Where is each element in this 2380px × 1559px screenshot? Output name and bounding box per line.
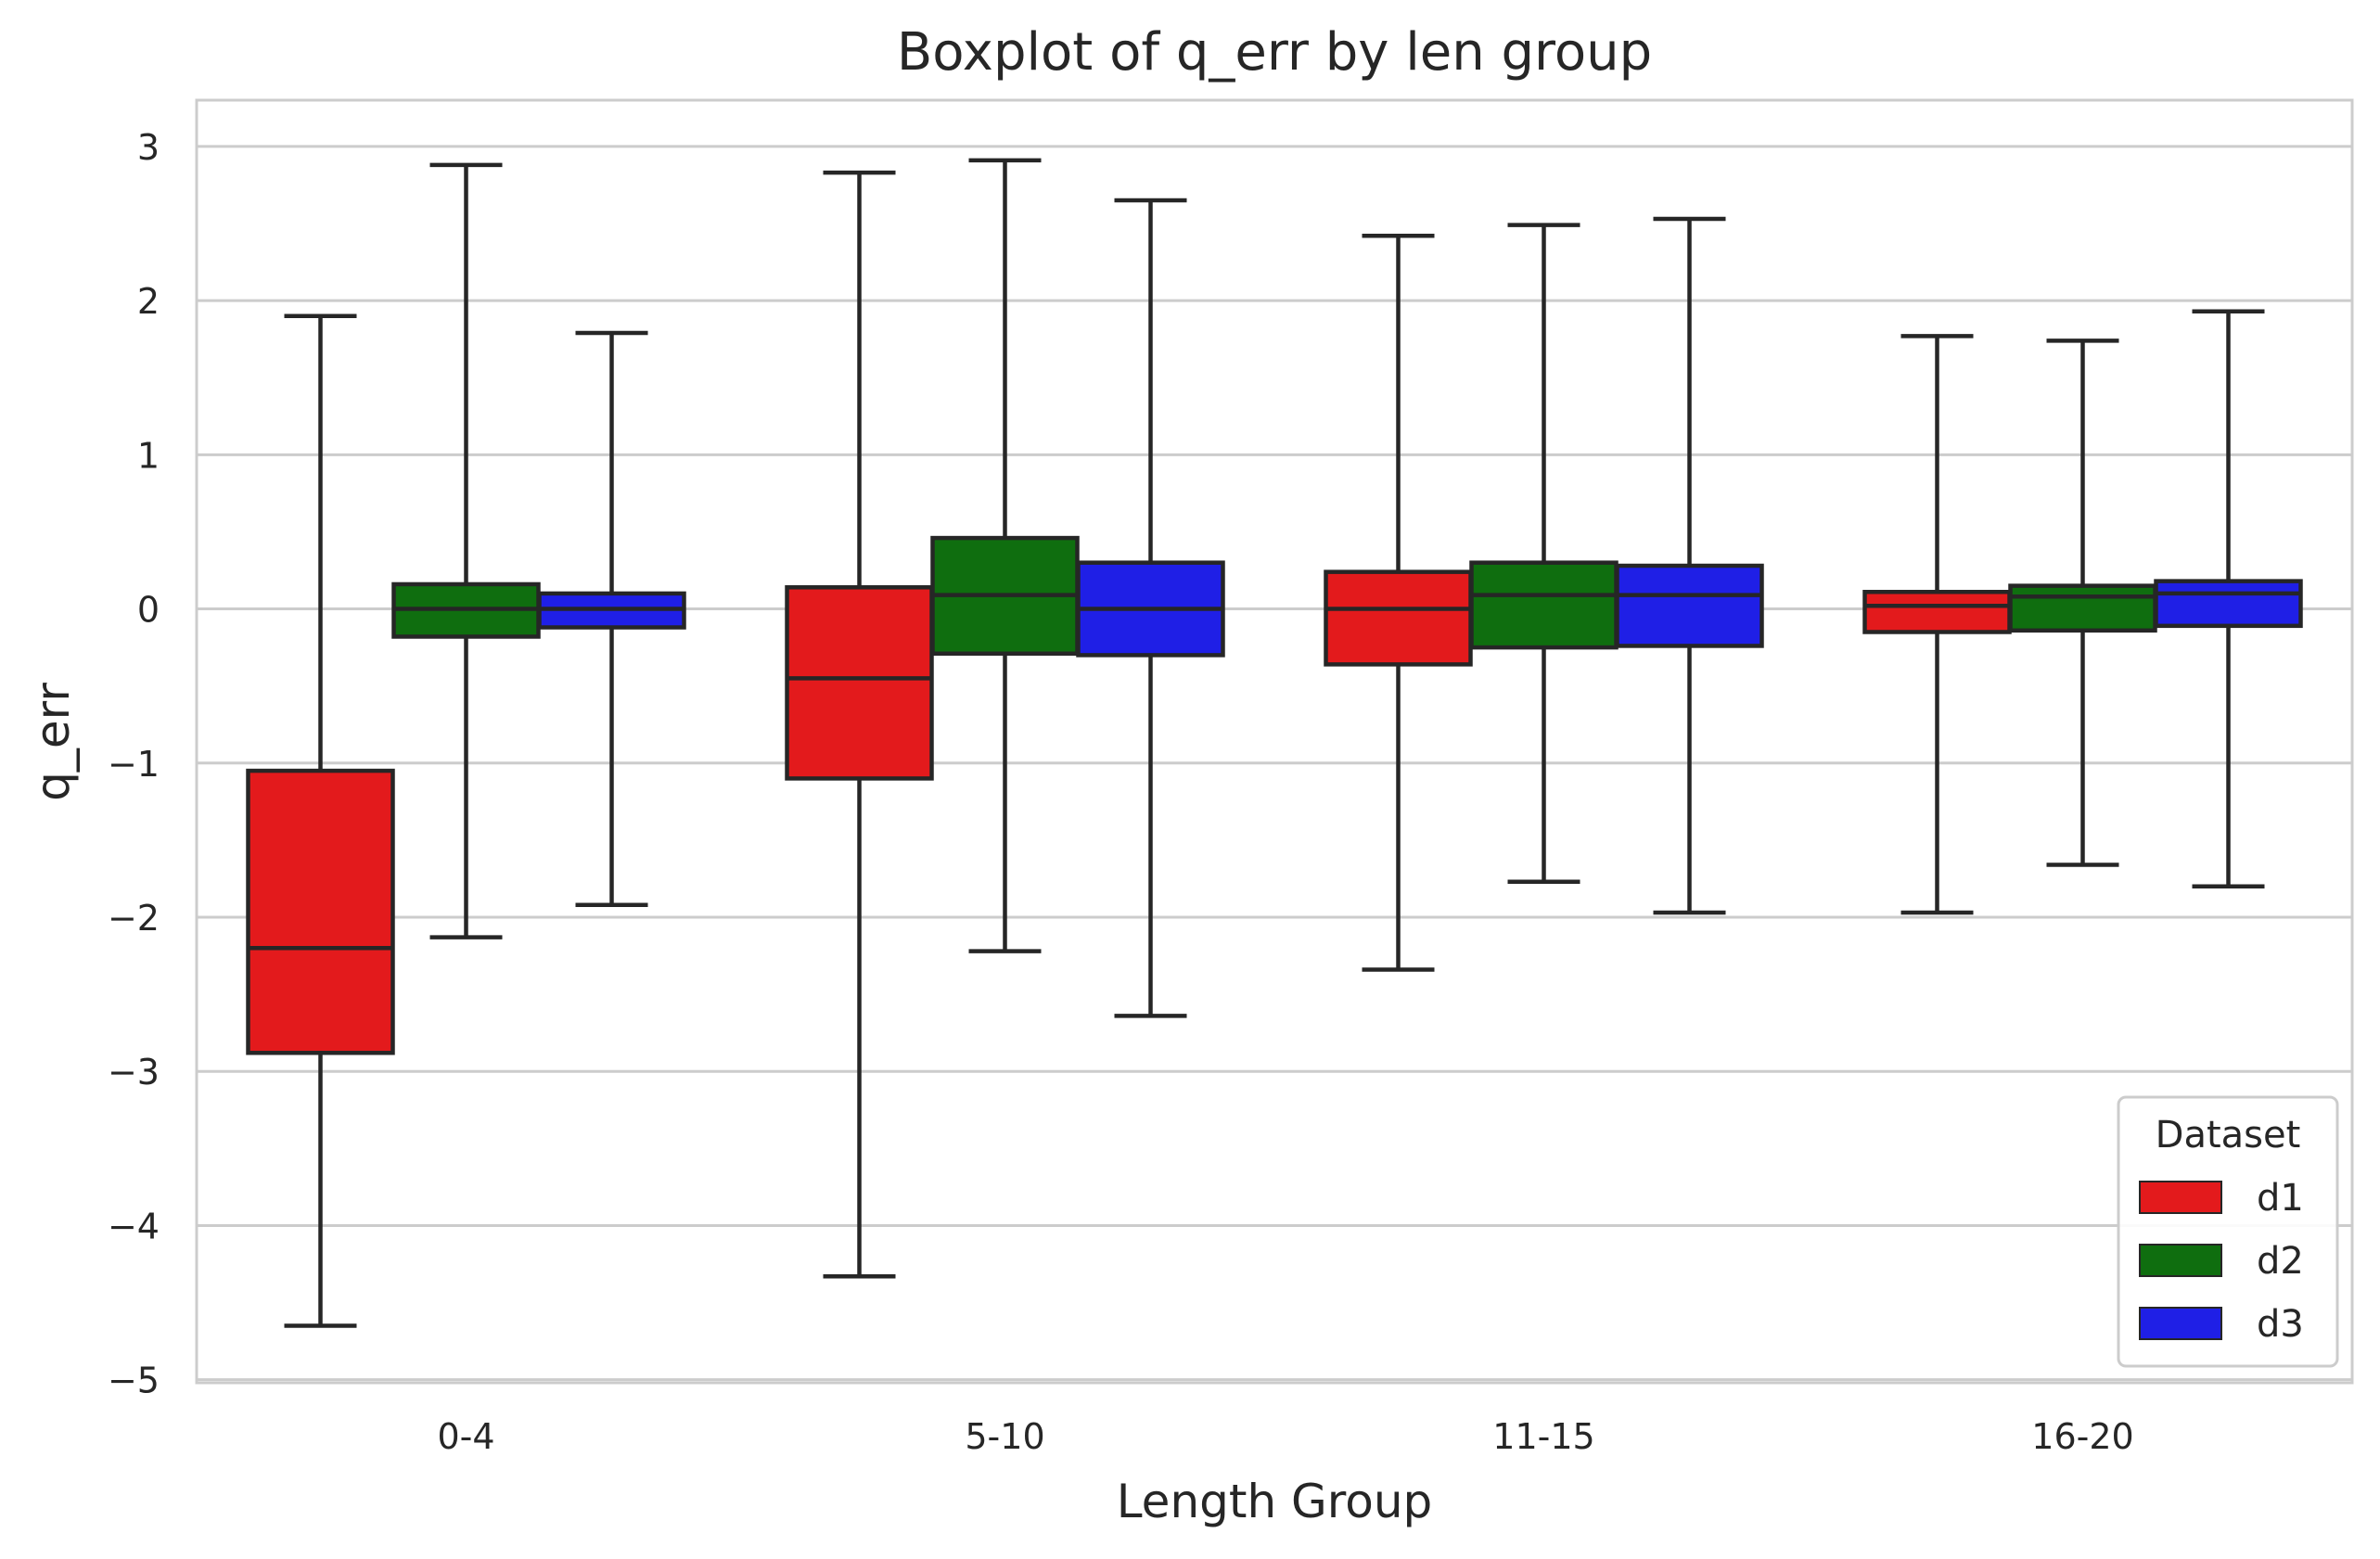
legend-label: d3 — [2257, 1303, 2304, 1346]
y-tick-label: −3 — [108, 1052, 160, 1093]
chart-title: Boxplot of q_err by len group — [897, 22, 1652, 83]
y-tick-labels: 3 2 1 0 −1 −2 −3 −4 −5 — [108, 127, 160, 1401]
x-tick-label: 16-20 — [2031, 1416, 2133, 1457]
y-axis-label: q_err — [26, 683, 80, 801]
box-body — [246, 768, 395, 1055]
box-d2-0-4 — [391, 162, 541, 939]
legend-item-d1: d1 — [2139, 1177, 2304, 1220]
y-tick-label: −4 — [108, 1206, 160, 1246]
y-tick-label: 2 — [137, 281, 160, 322]
x-tick-label: 0-4 — [437, 1416, 494, 1457]
box-d2-5-10 — [930, 158, 1080, 953]
y-tick-label: 1 — [137, 435, 160, 476]
box-d2-16-20 — [2008, 339, 2157, 867]
legend-frame — [2117, 1095, 2339, 1368]
y-tick-label: −2 — [108, 898, 160, 939]
box-d1-16-20 — [1862, 334, 2012, 915]
legend: Dataset d1 d2 d3 — [2117, 1095, 2339, 1368]
box-d3-11-15 — [1615, 216, 1764, 915]
box-body — [2154, 579, 2303, 629]
legend-title: Dataset — [2156, 1114, 2301, 1156]
box-d3-16-20 — [2154, 309, 2303, 889]
x-tick-label: 5-10 — [965, 1416, 1044, 1457]
box-d3-5-10 — [1076, 198, 1225, 1018]
y-tick-label: 3 — [137, 127, 160, 168]
legend-item-d3: d3 — [2139, 1303, 2304, 1346]
plot-area — [197, 100, 2352, 1383]
x-tick-label: 11-15 — [1492, 1416, 1594, 1457]
y-tick-label: −5 — [108, 1361, 160, 1401]
y-tick-label: 0 — [137, 590, 160, 631]
plot-frame — [195, 98, 2354, 1385]
box-body — [1862, 590, 2012, 634]
legend-swatch — [2139, 1244, 2222, 1277]
legend-label: d2 — [2257, 1240, 2304, 1283]
box-body — [2008, 583, 2157, 633]
box-d3-0-4 — [537, 330, 686, 907]
box-body — [1469, 560, 1619, 650]
boxes — [246, 158, 2303, 1328]
box-d1-11-15 — [1324, 234, 1473, 972]
box-body — [1615, 563, 1764, 648]
box-body — [785, 585, 934, 781]
x-tick-labels: 0-4 5-10 11-15 16-20 — [437, 1416, 2133, 1457]
x-axis-label: Length Group — [1117, 1475, 1433, 1528]
box-body — [1324, 569, 1473, 667]
box-d1-5-10 — [785, 170, 934, 1279]
y-tick-label: −1 — [108, 744, 160, 785]
legend-swatch — [2139, 1307, 2222, 1340]
legend-label: d1 — [2257, 1177, 2304, 1220]
legend-swatch — [2139, 1181, 2222, 1214]
box-d1-0-4 — [246, 313, 395, 1328]
legend-item-d2: d2 — [2139, 1240, 2304, 1283]
